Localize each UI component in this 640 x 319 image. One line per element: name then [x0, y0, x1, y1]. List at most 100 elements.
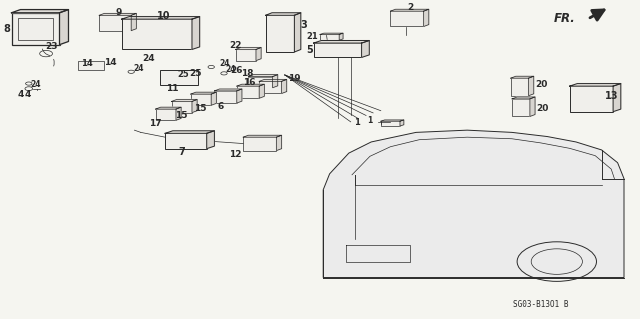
Text: 3: 3: [301, 20, 308, 30]
Polygon shape: [259, 84, 264, 98]
Polygon shape: [99, 13, 136, 15]
Text: 15: 15: [194, 104, 207, 113]
Text: 24: 24: [219, 59, 229, 68]
Polygon shape: [320, 33, 343, 34]
Polygon shape: [323, 130, 624, 278]
Polygon shape: [282, 79, 287, 93]
Polygon shape: [381, 120, 404, 121]
Bar: [236, 49, 256, 61]
Polygon shape: [131, 13, 136, 31]
Text: 12: 12: [229, 150, 242, 159]
Polygon shape: [60, 10, 68, 45]
Text: 25: 25: [177, 70, 189, 78]
Polygon shape: [192, 100, 197, 113]
Polygon shape: [362, 41, 369, 57]
Bar: [191, 94, 211, 105]
Polygon shape: [259, 79, 287, 81]
Bar: [78, 61, 104, 70]
Bar: [165, 133, 207, 149]
Text: FR.: FR.: [554, 12, 576, 25]
Bar: [214, 91, 237, 103]
Polygon shape: [276, 135, 282, 151]
Polygon shape: [192, 17, 200, 49]
Polygon shape: [172, 100, 197, 101]
Text: 10: 10: [157, 11, 170, 21]
Text: 14: 14: [81, 59, 93, 68]
Bar: [12, 13, 60, 45]
Bar: [122, 19, 192, 49]
Polygon shape: [248, 75, 278, 77]
Text: 11: 11: [166, 84, 179, 93]
Text: 16: 16: [243, 78, 256, 87]
Polygon shape: [314, 41, 369, 43]
Bar: [237, 86, 259, 98]
Bar: [99, 15, 131, 31]
Polygon shape: [400, 120, 404, 126]
Polygon shape: [211, 92, 216, 105]
Text: 22: 22: [229, 41, 242, 50]
Text: 24: 24: [143, 54, 156, 63]
Text: 13: 13: [605, 91, 618, 101]
Polygon shape: [236, 48, 261, 49]
Polygon shape: [176, 107, 181, 120]
Text: 5: 5: [306, 45, 313, 55]
Text: 20: 20: [535, 80, 547, 89]
Bar: [390, 11, 424, 26]
Text: 17: 17: [149, 119, 162, 128]
Text: 19: 19: [288, 74, 301, 83]
Polygon shape: [207, 131, 214, 149]
Polygon shape: [243, 135, 282, 137]
Text: 21: 21: [306, 32, 317, 41]
Text: 20: 20: [536, 104, 548, 113]
Polygon shape: [570, 84, 621, 86]
Polygon shape: [214, 89, 242, 91]
Text: 8: 8: [4, 24, 11, 34]
Text: 18: 18: [241, 69, 253, 78]
Polygon shape: [529, 76, 534, 96]
Polygon shape: [339, 33, 343, 40]
Bar: [172, 101, 192, 113]
Polygon shape: [511, 76, 534, 78]
Text: 1: 1: [354, 118, 360, 127]
Text: 25: 25: [189, 69, 202, 78]
Polygon shape: [165, 131, 214, 133]
Polygon shape: [390, 9, 429, 11]
Polygon shape: [237, 84, 264, 86]
Bar: [160, 70, 198, 85]
Text: 1: 1: [367, 116, 372, 125]
Text: 24: 24: [133, 64, 143, 73]
Polygon shape: [122, 17, 200, 19]
Bar: [512, 99, 530, 116]
Bar: [156, 109, 176, 120]
Bar: [18, 18, 53, 40]
Bar: [511, 78, 529, 96]
Polygon shape: [613, 84, 621, 112]
Polygon shape: [294, 13, 301, 52]
Bar: [248, 77, 273, 88]
Text: 4: 4: [18, 90, 24, 99]
Text: 6: 6: [218, 102, 224, 111]
Text: 23: 23: [45, 42, 58, 51]
Bar: [320, 34, 339, 40]
Polygon shape: [530, 97, 535, 116]
Bar: [266, 15, 294, 52]
Text: 24: 24: [225, 65, 236, 74]
Text: 24: 24: [31, 80, 41, 89]
Text: 14: 14: [104, 58, 117, 67]
Polygon shape: [273, 75, 278, 88]
Polygon shape: [512, 97, 535, 99]
Bar: [381, 121, 400, 126]
Bar: [314, 43, 362, 57]
Text: 4: 4: [24, 90, 31, 99]
Text: 9: 9: [115, 8, 122, 17]
Polygon shape: [191, 92, 216, 94]
Text: SG03-B13O1 B: SG03-B13O1 B: [513, 300, 568, 309]
Polygon shape: [266, 13, 301, 15]
Polygon shape: [256, 48, 261, 61]
Bar: [570, 86, 613, 112]
Text: 7: 7: [178, 147, 185, 157]
Polygon shape: [12, 10, 68, 13]
Polygon shape: [424, 9, 429, 26]
Polygon shape: [237, 89, 242, 103]
Text: 15: 15: [175, 111, 188, 120]
